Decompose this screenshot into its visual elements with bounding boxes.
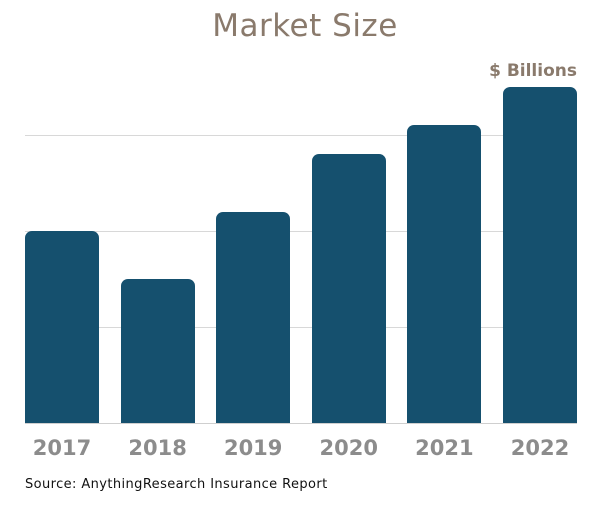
x-axis-line: [25, 423, 577, 424]
gridline: [25, 231, 577, 232]
chart-title: Market Size: [212, 8, 398, 44]
x-tick-label-2022: 2022: [510, 436, 570, 460]
bar-2017: [25, 231, 99, 423]
unit-label: $ Billions: [489, 61, 577, 81]
bar-2021: [407, 125, 482, 423]
x-tick-label-2017: 2017: [32, 436, 92, 460]
gridline: [25, 327, 577, 328]
x-tick-label-2019: 2019: [223, 436, 283, 460]
x-axis-labels: 2017 2018 2019 2020 2021 2022: [25, 436, 577, 460]
bar-2018: [120, 279, 195, 423]
bar-2019: [216, 211, 291, 423]
source-attribution: Source: AnythingResearch Insurance Repor…: [25, 477, 328, 492]
x-tick-label-2018: 2018: [128, 436, 187, 460]
bars-row: [25, 39, 577, 423]
plot-area: [25, 40, 577, 424]
x-tick-label-2020: 2020: [319, 436, 378, 460]
x-tick-label-2021: 2021: [415, 436, 474, 460]
bar-2022: [502, 87, 577, 423]
bar-2020: [311, 154, 386, 423]
gridline: [25, 135, 577, 136]
